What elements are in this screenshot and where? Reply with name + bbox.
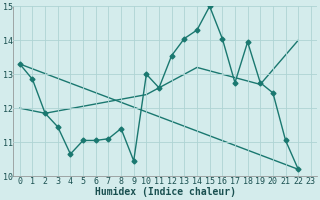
X-axis label: Humidex (Indice chaleur): Humidex (Indice chaleur) — [95, 187, 236, 197]
